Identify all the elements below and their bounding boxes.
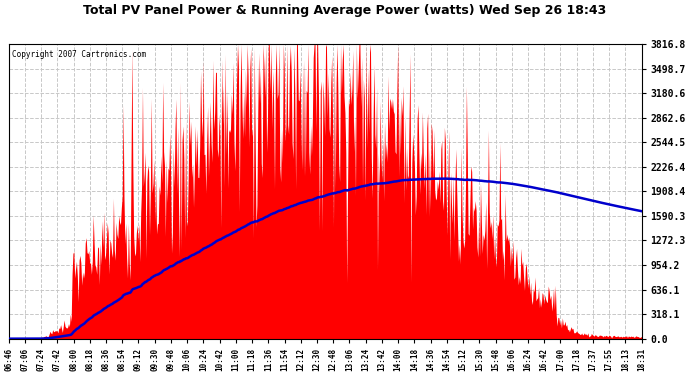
Text: Copyright 2007 Cartronics.com: Copyright 2007 Cartronics.com [12,50,146,59]
Text: Total PV Panel Power & Running Average Power (watts) Wed Sep 26 18:43: Total PV Panel Power & Running Average P… [83,4,607,17]
